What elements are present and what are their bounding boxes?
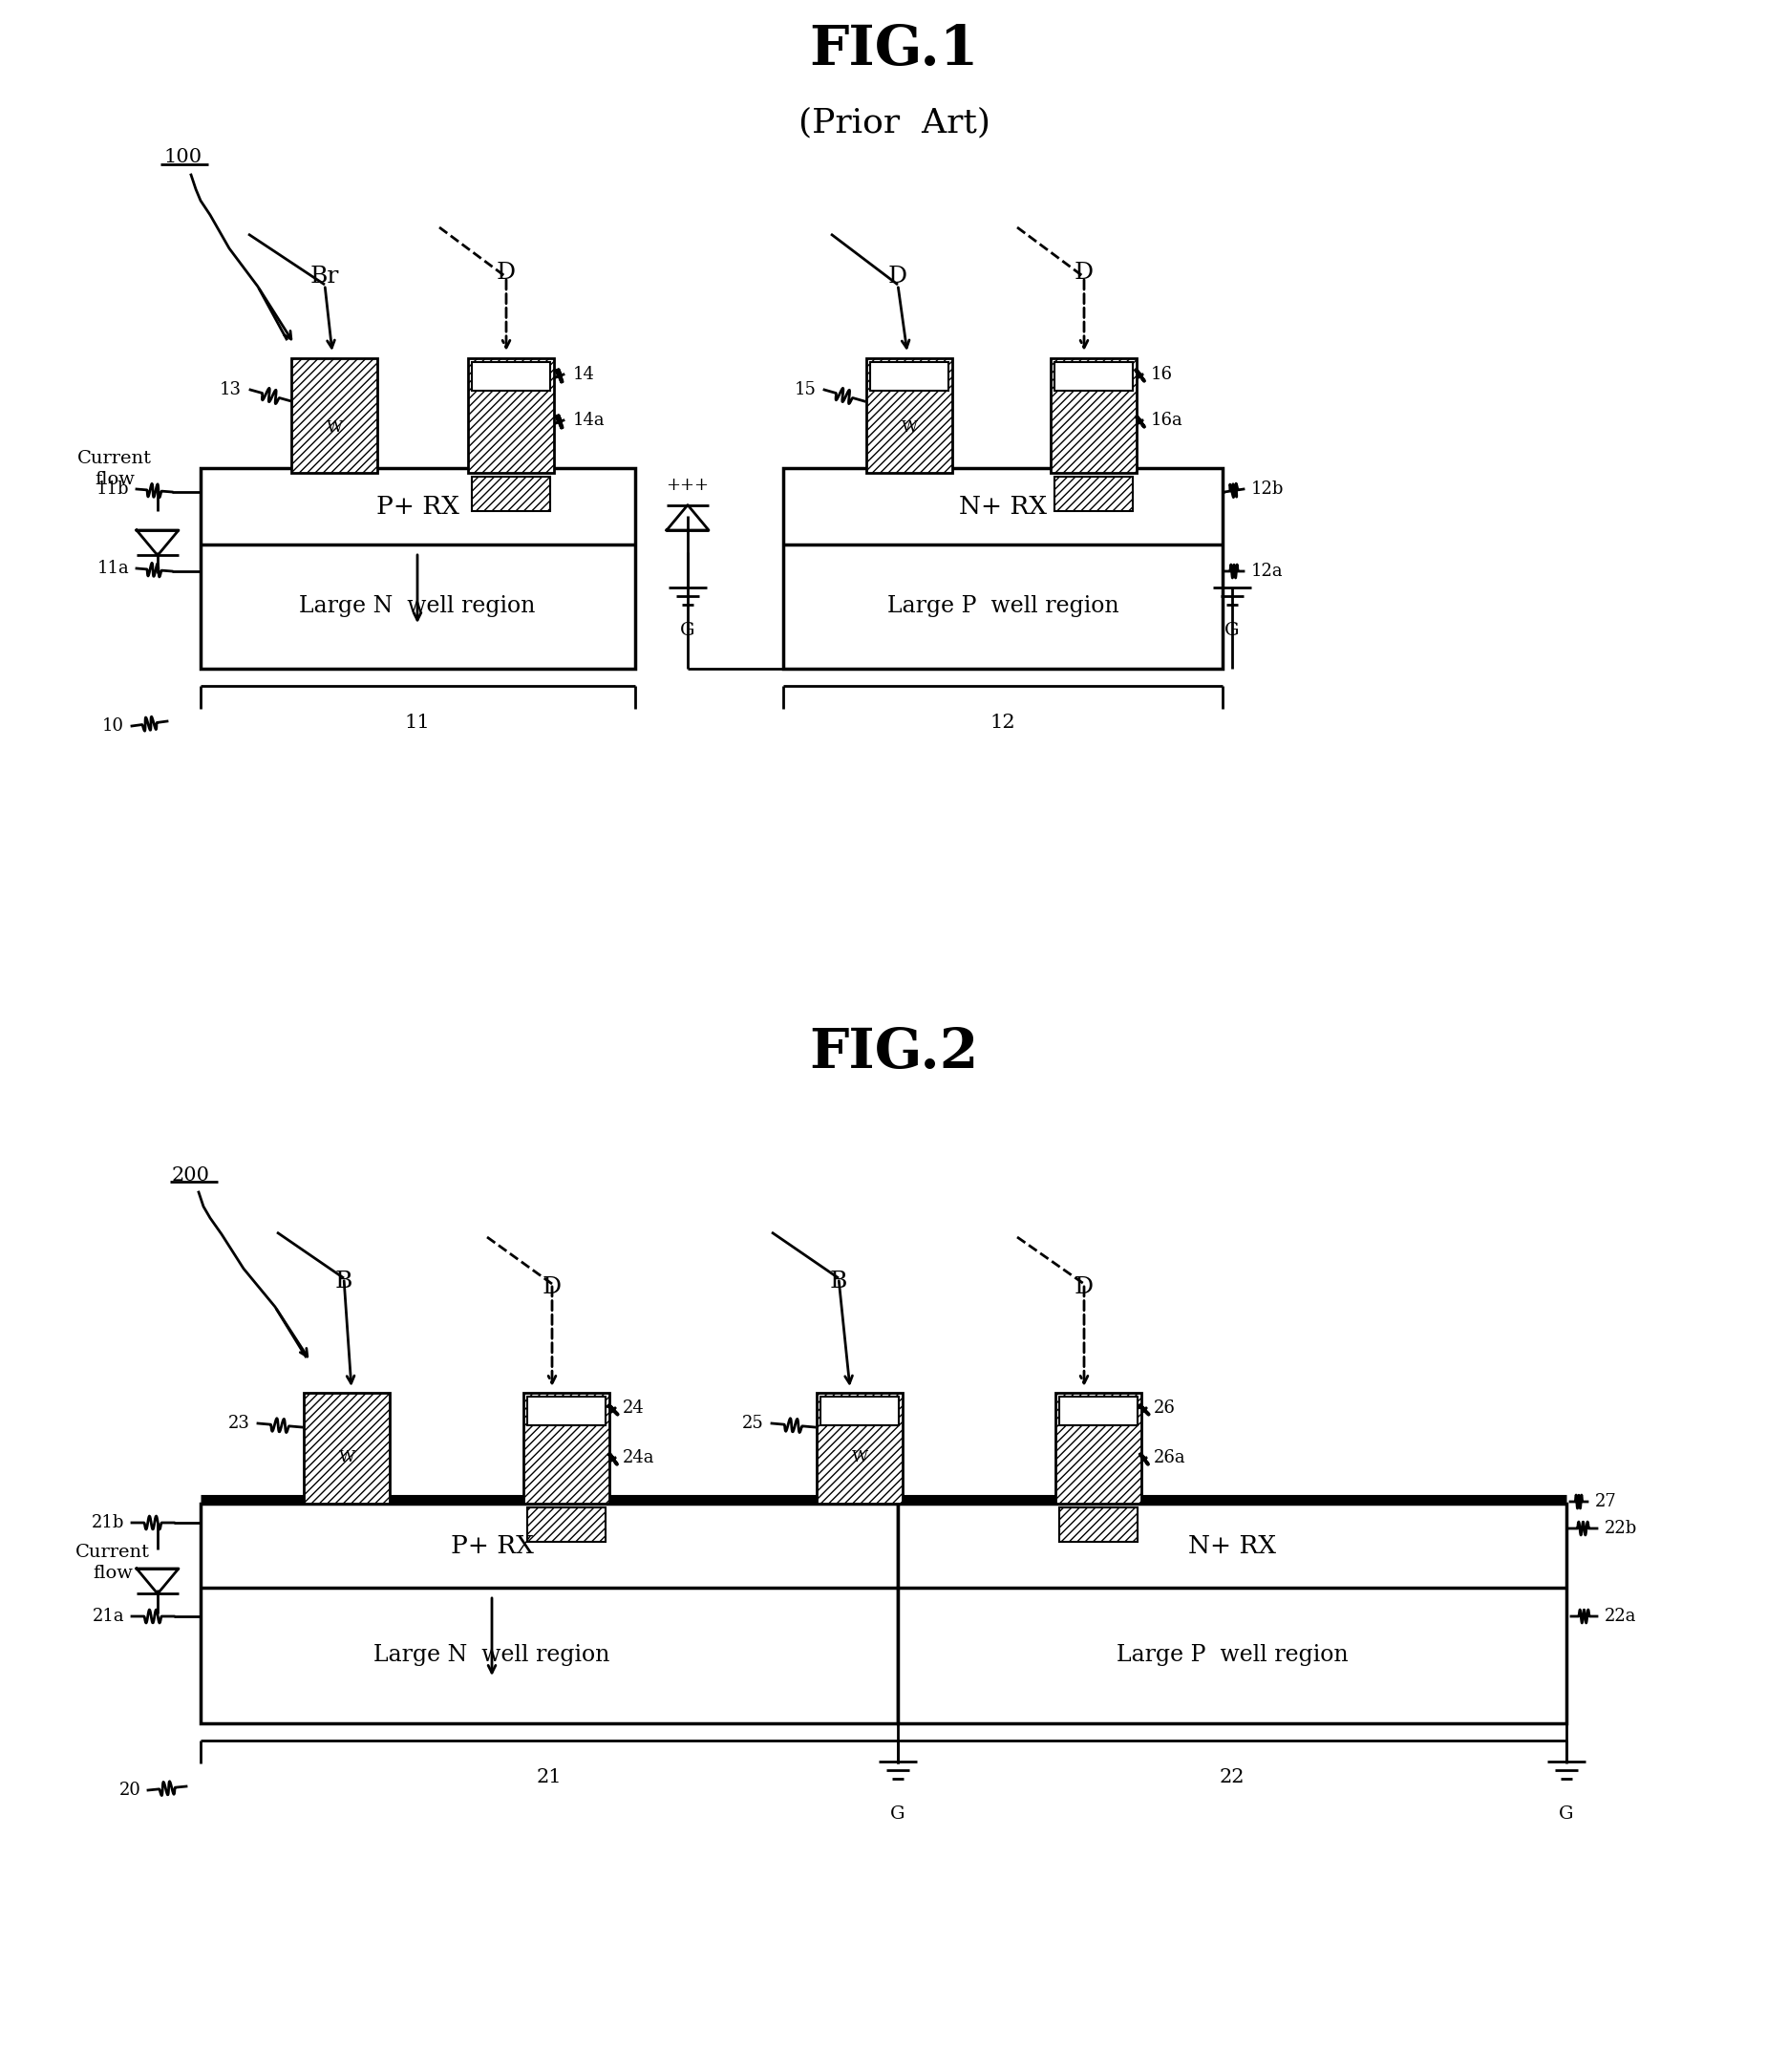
Text: 20: 20	[120, 1782, 141, 1798]
Text: Large N  well region: Large N well region	[374, 1643, 610, 1666]
Text: 16: 16	[1151, 367, 1173, 383]
Text: 25: 25	[742, 1415, 763, 1432]
Text: 23: 23	[229, 1415, 250, 1432]
Bar	[291, 358, 377, 472]
Text: N+ RX: N+ RX	[958, 495, 1046, 518]
Text: 14a: 14a	[574, 412, 604, 429]
Text: G: G	[1559, 1805, 1573, 1823]
Bar	[468, 358, 554, 472]
Bar	[472, 363, 551, 392]
Bar	[821, 1397, 899, 1426]
Text: Current: Current	[75, 1544, 150, 1560]
Text: 10: 10	[102, 717, 123, 736]
Text: (Prior  Art): (Prior Art)	[797, 106, 991, 139]
Bar	[200, 1504, 898, 1724]
Text: 100: 100	[164, 149, 202, 166]
Text: D: D	[1075, 1276, 1094, 1299]
Text: 26: 26	[1153, 1399, 1177, 1417]
Text: D: D	[497, 261, 515, 284]
Bar	[817, 1392, 903, 1504]
Text: 11a: 11a	[97, 559, 129, 576]
Text: 12: 12	[991, 713, 1016, 731]
Text: 15: 15	[796, 381, 817, 398]
Text: 11: 11	[404, 713, 431, 731]
Bar	[1055, 477, 1134, 512]
Text: 16a: 16a	[1151, 412, 1184, 429]
Bar	[871, 363, 948, 392]
Text: 21a: 21a	[91, 1608, 123, 1624]
Bar	[1051, 358, 1137, 472]
Bar	[527, 1397, 606, 1426]
Text: FIG.1: FIG.1	[810, 23, 978, 77]
Bar	[472, 477, 551, 512]
Bar	[1055, 363, 1134, 392]
Text: W: W	[901, 419, 917, 435]
Text: N+ RX: N+ RX	[1189, 1533, 1277, 1558]
Text: B: B	[830, 1270, 848, 1293]
Text: 22: 22	[1219, 1767, 1244, 1786]
Bar	[304, 1392, 390, 1504]
Text: 22a: 22a	[1604, 1608, 1636, 1624]
Text: Current: Current	[77, 450, 152, 466]
Text: 22b: 22b	[1604, 1521, 1638, 1537]
Text: 13: 13	[220, 381, 241, 398]
Text: flow: flow	[93, 1564, 132, 1581]
Text: 12b: 12b	[1252, 481, 1284, 497]
Text: 14: 14	[574, 367, 595, 383]
Text: P+ RX: P+ RX	[375, 495, 460, 518]
Bar	[783, 468, 1223, 669]
Text: D: D	[1075, 261, 1094, 284]
Bar	[867, 358, 953, 472]
Bar	[527, 1508, 606, 1542]
Text: +++: +++	[667, 477, 710, 493]
Text: Large P  well region: Large P well region	[1116, 1643, 1348, 1666]
Text: D: D	[889, 265, 908, 288]
Text: G: G	[1225, 622, 1239, 638]
Bar	[524, 1392, 610, 1504]
Text: W: W	[851, 1448, 867, 1465]
Text: 21b: 21b	[91, 1515, 123, 1531]
Text: 11b: 11b	[97, 481, 129, 497]
Text: G: G	[890, 1805, 905, 1823]
Text: 26a: 26a	[1153, 1448, 1185, 1467]
Text: 12a: 12a	[1252, 564, 1284, 580]
Text: D: D	[542, 1276, 561, 1299]
Text: W: W	[338, 1448, 354, 1465]
Bar	[200, 468, 635, 669]
Bar	[898, 1504, 1566, 1724]
Text: 24a: 24a	[622, 1448, 654, 1467]
Text: 27: 27	[1595, 1494, 1616, 1510]
Text: FIG.2: FIG.2	[810, 1026, 978, 1080]
Text: Large P  well region: Large P well region	[887, 595, 1119, 617]
Text: flow: flow	[95, 470, 134, 489]
Text: 200: 200	[172, 1167, 211, 1183]
Text: 21: 21	[536, 1767, 561, 1786]
Text: Large N  well region: Large N well region	[299, 595, 536, 617]
Bar	[1058, 1508, 1137, 1542]
Bar	[1058, 1397, 1137, 1426]
Text: 24: 24	[622, 1399, 644, 1417]
Text: P+ RX: P+ RX	[451, 1533, 533, 1558]
Text: B: B	[334, 1270, 352, 1293]
Bar	[1055, 1392, 1141, 1504]
Text: W: W	[325, 419, 343, 435]
Text: G: G	[679, 622, 696, 638]
Text: Br: Br	[311, 265, 340, 288]
